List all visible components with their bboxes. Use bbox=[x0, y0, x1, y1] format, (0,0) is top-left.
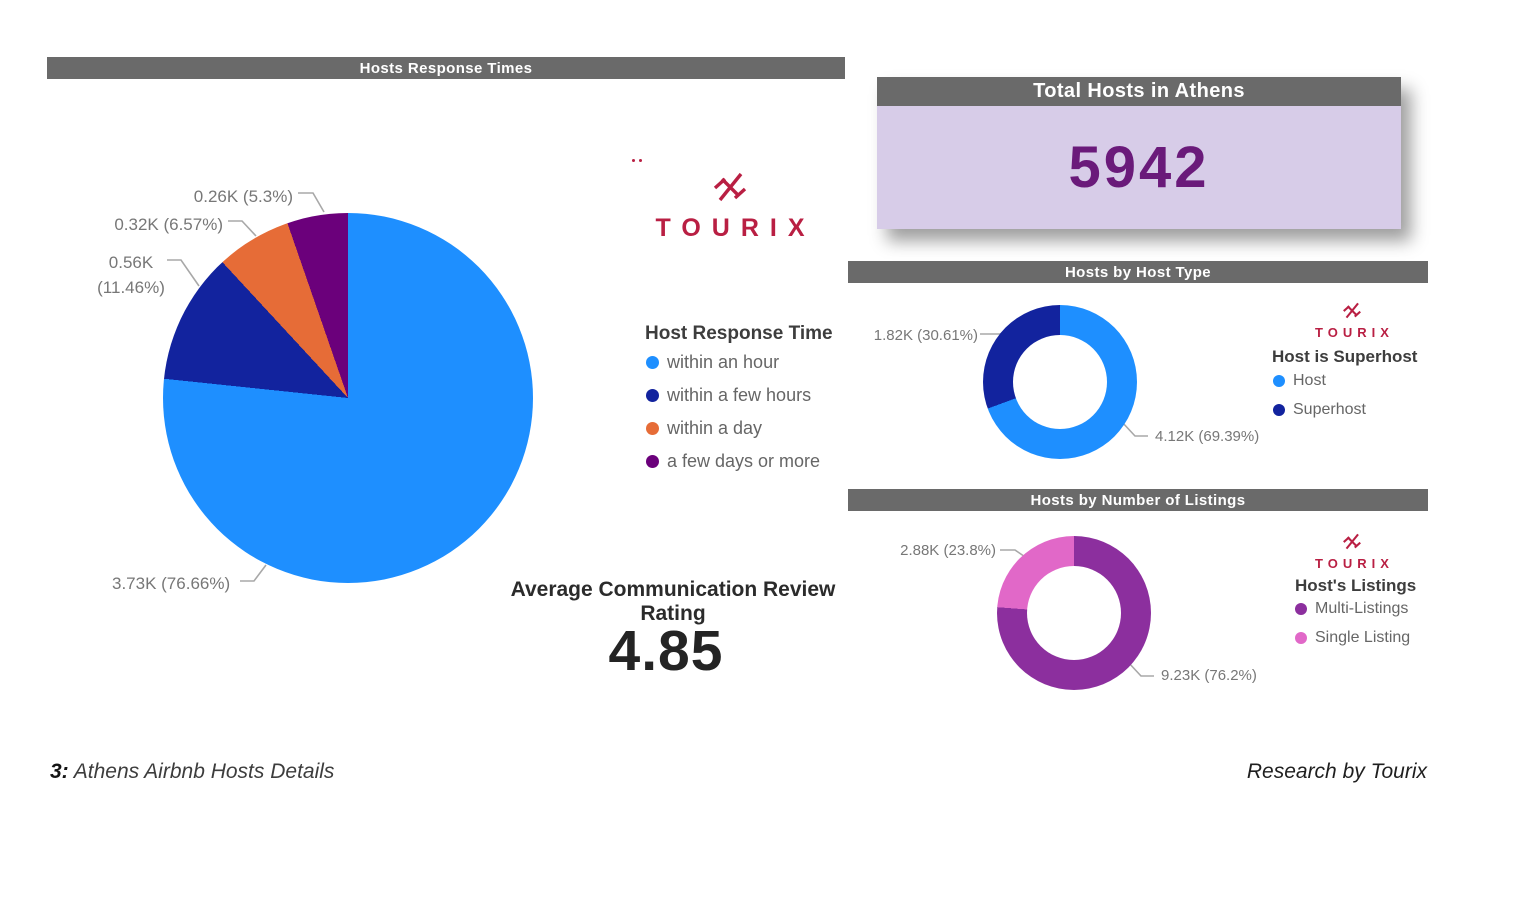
donut-label-host: 4.12K (69.39%) bbox=[1155, 428, 1260, 445]
legend-dot bbox=[1273, 375, 1285, 387]
tourix-logo: TOURIX bbox=[630, 159, 830, 243]
avg-rating-value: 4.85 bbox=[608, 619, 724, 683]
tourix-logo-wordmark: TOURIX bbox=[1315, 556, 1394, 571]
listings-legend-title: Host's Listings bbox=[1295, 576, 1417, 595]
response-times-title-bar: Hosts Response Times bbox=[47, 57, 845, 79]
legend-dot bbox=[646, 356, 659, 369]
donut-label-multi-listings: 9.23K (76.2%) bbox=[1161, 667, 1257, 684]
legend-dot bbox=[1295, 632, 1307, 644]
tourix-logo-small: TOURIX bbox=[1302, 299, 1402, 340]
tourix-logo-icon bbox=[713, 172, 747, 202]
host-type-donut-chart[interactable] bbox=[983, 305, 1137, 459]
legend-dot bbox=[1273, 404, 1285, 416]
legend-item-within-a-day[interactable]: within a day bbox=[646, 418, 762, 439]
legend-dot bbox=[646, 422, 659, 435]
tourix-logo-wordmark: TOURIX bbox=[655, 214, 816, 242]
listings-title-bar: Hosts by Number of Listings bbox=[848, 489, 1428, 511]
donut-label-single-listing: 2.88K (23.8%) bbox=[900, 542, 996, 559]
logo-t-dots bbox=[632, 159, 642, 162]
pie-label-within-an-hour: 3.73K (76.66%) bbox=[112, 574, 231, 593]
tourix-logo-small: TOURIX bbox=[1302, 530, 1402, 571]
response-times-pie-chart[interactable] bbox=[163, 213, 533, 583]
pie-label-within-a-day: 0.32K (6.57%) bbox=[114, 215, 223, 234]
donut-hole bbox=[1027, 566, 1121, 660]
listings-title: Hosts by Number of Listings bbox=[1030, 491, 1246, 509]
legend-dot bbox=[646, 389, 659, 402]
legend-item-within-an-hour[interactable]: within an hour bbox=[646, 352, 779, 373]
figure-number: 3: bbox=[50, 760, 69, 783]
host-type-title: Hosts by Host Type bbox=[1064, 263, 1212, 281]
tourix-logo-wordmark: TOURIX bbox=[1315, 325, 1394, 340]
total-hosts-value: 5942 bbox=[1068, 135, 1210, 200]
figure-caption-text: Athens Airbnb Hosts Details bbox=[68, 760, 335, 783]
legend-item-multi-listings[interactable]: Multi-Listings bbox=[1295, 600, 1408, 618]
avg-rating-label: Average Communication Review Rating bbox=[510, 578, 836, 625]
pie-label-a-few-days-or-more: 0.26K (5.3%) bbox=[193, 187, 293, 206]
total-hosts-card-title: Total Hosts in Athens bbox=[1033, 80, 1245, 102]
research-credit: Research by Tourix bbox=[1246, 760, 1427, 783]
tourix-logo-icon bbox=[1343, 302, 1361, 319]
legend-item-within-a-few-hours[interactable]: within a few hours bbox=[646, 385, 811, 406]
response-times-title: Hosts Response Times bbox=[359, 59, 533, 77]
host-type-title-bar: Hosts by Host Type bbox=[848, 261, 1428, 283]
tourix-logo-icon bbox=[1343, 533, 1361, 550]
host-type-legend-title: Host is Superhost bbox=[1272, 347, 1418, 366]
pie-label-within-a-few-hours: 0.56K (11.46%) bbox=[97, 253, 165, 297]
legend-dot bbox=[1295, 603, 1307, 615]
donut-label-superhost: 1.82K (30.61%) bbox=[873, 327, 978, 344]
listings-donut-chart[interactable] bbox=[997, 536, 1151, 690]
legend-item-single-listing[interactable]: Single Listing bbox=[1295, 629, 1410, 647]
total-hosts-card: Total Hosts in Athens 5942 bbox=[877, 77, 1401, 229]
legend-item-a-few-days-or-more[interactable]: a few days or more bbox=[646, 451, 820, 472]
total-hosts-card-header: Total Hosts in Athens bbox=[877, 77, 1401, 106]
figure-caption: 3: Athens Airbnb Hosts Details bbox=[50, 760, 334, 784]
response-times-legend-title: Host Response Time bbox=[645, 323, 833, 344]
legend-item-superhost[interactable]: Superhost bbox=[1273, 401, 1366, 419]
donut-hole bbox=[1013, 335, 1107, 429]
legend-item-host[interactable]: Host bbox=[1273, 372, 1326, 390]
legend-dot bbox=[646, 455, 659, 468]
